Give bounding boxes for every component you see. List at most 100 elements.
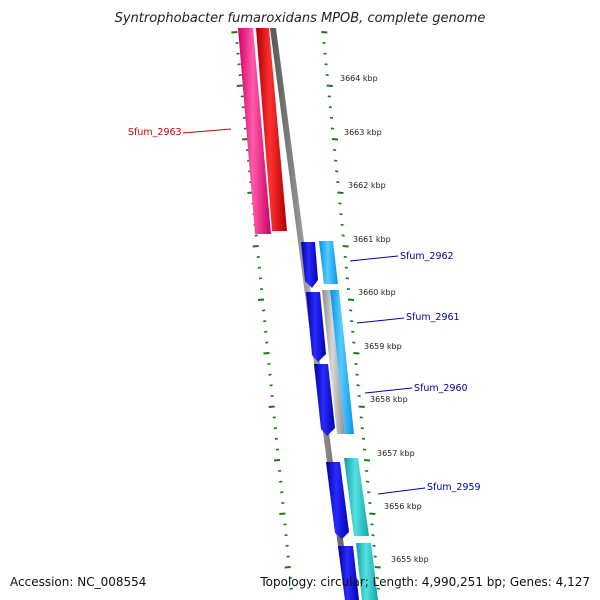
scale-tick: [338, 202, 342, 205]
scale-tick: [272, 416, 276, 419]
scale-tick: [238, 74, 242, 77]
scale-tick: [346, 288, 351, 291]
scale-tick: [353, 352, 360, 355]
kbp-label: 3659 kbp: [364, 342, 402, 351]
scale-tick: [351, 330, 355, 333]
scale-tick: [358, 405, 365, 408]
scale-tick: [348, 309, 353, 312]
scale-tick: [345, 277, 350, 280]
scale-tick: [263, 352, 270, 355]
scale-tick: [275, 448, 280, 451]
kbp-label: 3660 kbp: [358, 288, 396, 297]
scale-tick: [236, 52, 240, 55]
scale-tick: [327, 95, 331, 98]
scale-tick: [264, 330, 268, 333]
reverse-strand-genes: [301, 241, 378, 600]
scale-tick: [375, 576, 379, 579]
gene-label-sfum-2960: Sfum_2960: [414, 383, 468, 394]
scale-tick: [368, 502, 372, 505]
scale-tick: [289, 587, 293, 590]
scale-tick: [261, 309, 266, 312]
scale-tick: [340, 223, 344, 226]
scale-tick: [236, 84, 243, 87]
scale-tick: [273, 459, 281, 462]
scale-tick: [265, 341, 269, 344]
scale-tick: [374, 566, 381, 569]
scale-tick: [328, 106, 332, 109]
kbp-label: 3661 kbp: [353, 235, 391, 244]
scale-tick: [273, 427, 277, 430]
gene-feature-teal: [344, 458, 369, 536]
gene-feature-lightblue: [330, 290, 354, 434]
forward-strand-genes: [238, 28, 287, 234]
kbp-label: 3663 kbp: [344, 128, 382, 137]
scale-tick: [274, 437, 279, 440]
scale-tick: [343, 255, 347, 258]
scale-ring-right: [321, 31, 381, 590]
gene-label-sfum-2959: Sfum_2959: [427, 482, 481, 493]
gene-feature-blue: [306, 292, 326, 362]
scale-tick: [256, 255, 260, 258]
scale-tick: [334, 159, 338, 162]
scale-tick: [367, 491, 371, 494]
scale-tick: [254, 234, 258, 237]
gene-feature-blue: [301, 242, 318, 288]
scale-tick: [267, 362, 271, 365]
scale-tick: [280, 491, 284, 494]
scale-tick: [370, 523, 374, 526]
scale-tick: [321, 31, 328, 34]
scale-tick: [277, 469, 282, 472]
scale-tick: [347, 298, 355, 301]
scale-tick: [339, 213, 343, 216]
kbp-label: 3657 kbp: [377, 449, 415, 458]
scale-tick: [268, 373, 272, 376]
scale-tick: [324, 63, 328, 66]
scale-tick: [357, 395, 361, 398]
gene-feature-red: [256, 28, 287, 231]
genome-summary-text: Topology: circular; Length: 4,990,251 bp…: [260, 575, 590, 589]
scale-tick: [279, 480, 283, 483]
scale-tick: [341, 234, 345, 237]
kbp-label: 3656 kbp: [384, 502, 422, 511]
gene-label-leader: [377, 487, 426, 495]
scale-tick: [354, 362, 358, 365]
scale-tick: [323, 52, 327, 55]
gene-feature-blue: [326, 462, 349, 539]
scale-tick: [263, 320, 267, 323]
scale-tick: [361, 437, 366, 440]
scale-tick: [362, 448, 367, 451]
scale-tick: [241, 106, 245, 109]
gene-feature-lightblue: [319, 241, 338, 284]
scale-tick: [285, 544, 289, 547]
scale-tick: [356, 384, 360, 387]
gene-feature-pink: [238, 28, 271, 234]
scale-tick: [355, 373, 359, 376]
scale-tick: [286, 555, 290, 558]
scale-tick: [363, 459, 371, 462]
scale-tick: [331, 138, 339, 141]
scale-tick: [257, 266, 261, 269]
gene-label-leader: [182, 128, 232, 134]
accession-text: Accession: NC_008554: [10, 575, 147, 589]
scale-tick: [237, 63, 241, 66]
scale-tick: [369, 512, 376, 515]
gene-label-sfum-2962: Sfum_2962: [400, 251, 454, 262]
scale-tick: [241, 138, 249, 141]
kbp-label: 3664 kbp: [340, 74, 378, 83]
scale-tick: [269, 384, 273, 387]
scale-tick: [342, 245, 349, 248]
scale-tick: [322, 41, 326, 44]
scale-tick: [326, 84, 333, 87]
scale-tick: [373, 555, 377, 558]
map-title: Syntrophobacter fumaroxidans MPOB, compl…: [115, 11, 486, 26]
scale-tick: [336, 181, 340, 184]
scale-tick: [364, 469, 369, 472]
scale-tick: [332, 148, 337, 151]
gene-label-sfum-2961: Sfum_2961: [406, 312, 460, 323]
scale-tick: [257, 298, 265, 301]
scale-tick: [252, 245, 259, 248]
scale-tick: [259, 288, 264, 291]
gene-label-leader: [356, 317, 405, 324]
scale-tick: [288, 576, 292, 579]
